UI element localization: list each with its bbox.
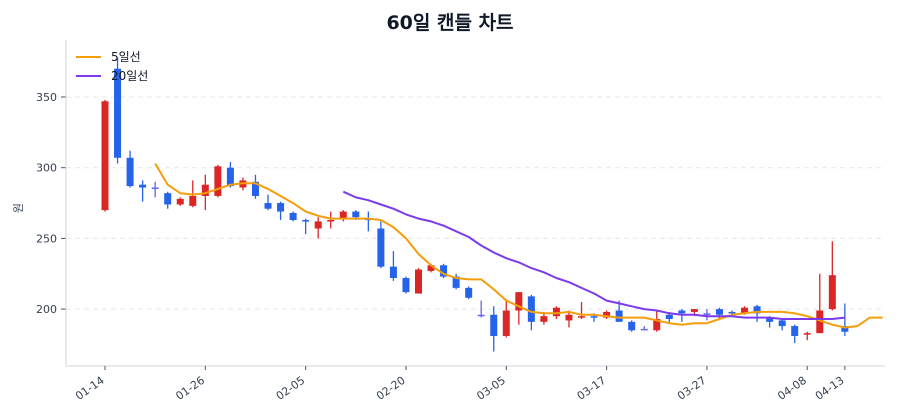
candle bbox=[828, 241, 836, 311]
candle bbox=[803, 331, 811, 341]
gridlines bbox=[66, 96, 885, 310]
candle bbox=[640, 326, 648, 331]
candle bbox=[364, 211, 372, 232]
x-tick-label: 04-08 bbox=[775, 374, 809, 403]
candle bbox=[753, 304, 761, 322]
candle bbox=[289, 211, 297, 222]
candle bbox=[465, 286, 473, 300]
legend-label: 20일선 bbox=[111, 69, 148, 83]
candle bbox=[490, 306, 498, 352]
candle bbox=[502, 299, 510, 338]
x-tick-label: 01-26 bbox=[173, 374, 207, 403]
candle bbox=[791, 324, 799, 344]
candle bbox=[226, 162, 234, 188]
y-tick-label: 350 bbox=[36, 91, 57, 104]
candle bbox=[440, 263, 448, 278]
y-axis-label: 원 bbox=[12, 203, 25, 213]
y-tick-label: 200 bbox=[36, 303, 57, 316]
candle bbox=[703, 309, 711, 321]
candle bbox=[578, 302, 586, 319]
candle bbox=[377, 221, 385, 269]
x-tick-label: 04-13 bbox=[813, 374, 847, 403]
chart-title: 60일 캔들 차트 bbox=[386, 12, 514, 34]
legend-label: 5일선 bbox=[111, 50, 141, 64]
x-tick-label: 01-14 bbox=[73, 374, 107, 403]
candle bbox=[101, 99, 109, 212]
axes: 200 250 300 350 01-14 01-26 02-05 02-20 03-05 03-… bbox=[36, 40, 885, 403]
y-tick-label: 300 bbox=[36, 162, 57, 175]
x-tick-label: 02-20 bbox=[374, 374, 408, 403]
candle bbox=[515, 292, 523, 325]
candle bbox=[264, 194, 272, 211]
candle bbox=[314, 217, 322, 239]
candle bbox=[339, 210, 347, 222]
candle bbox=[214, 164, 222, 198]
x-tick-label: 03-27 bbox=[675, 374, 709, 403]
ma5-line bbox=[154, 162, 883, 329]
candle bbox=[565, 310, 573, 328]
candle bbox=[114, 57, 122, 164]
candle bbox=[603, 310, 611, 319]
candle bbox=[402, 276, 410, 294]
candle bbox=[477, 300, 485, 318]
candle bbox=[176, 197, 184, 206]
x-tick-label: 03-05 bbox=[474, 374, 508, 403]
candle bbox=[164, 191, 172, 209]
candle bbox=[389, 251, 397, 281]
candle bbox=[452, 273, 460, 290]
candle bbox=[139, 180, 147, 202]
candle bbox=[816, 273, 824, 334]
legend: 5일선 20일선 bbox=[76, 50, 148, 83]
candle bbox=[841, 303, 849, 336]
candle bbox=[302, 218, 310, 235]
candle bbox=[277, 201, 285, 221]
candle bbox=[251, 174, 259, 199]
x-tick-label: 02-05 bbox=[274, 374, 308, 403]
candle bbox=[628, 320, 636, 332]
candle bbox=[778, 318, 786, 331]
candle bbox=[151, 181, 159, 198]
moving-average-lines bbox=[154, 162, 883, 329]
x-tick-label: 03-17 bbox=[575, 374, 609, 403]
y-tick-label: 250 bbox=[36, 232, 57, 245]
candle bbox=[415, 268, 422, 294]
candle bbox=[327, 211, 335, 229]
candles bbox=[101, 57, 849, 352]
ma20-line bbox=[342, 190, 846, 320]
candle bbox=[126, 150, 134, 188]
